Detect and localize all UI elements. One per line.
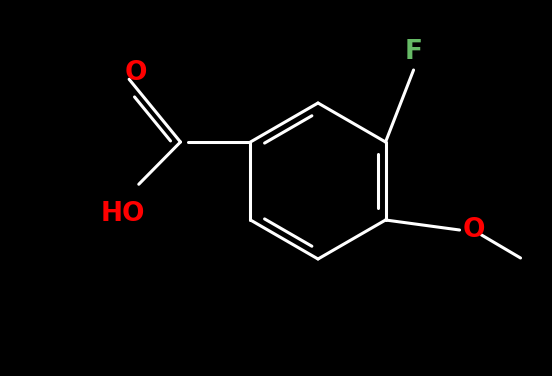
Text: F: F <box>405 39 422 65</box>
Text: HO: HO <box>100 201 145 227</box>
Text: O: O <box>462 217 485 243</box>
Text: O: O <box>124 60 147 86</box>
